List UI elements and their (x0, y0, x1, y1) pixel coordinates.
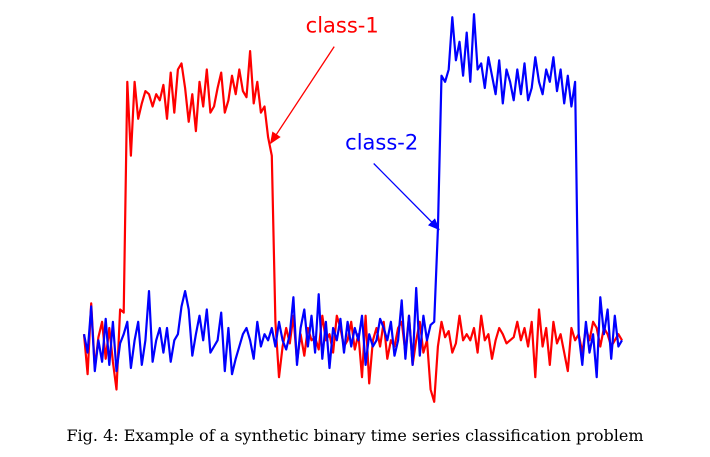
series-line-2 (82, 13, 623, 379)
annotation-label-1: class-1 (306, 14, 379, 38)
figure-caption: Fig. 4: Example of a synthetic binary ti… (66, 426, 644, 445)
annotation-arrow-2 (373, 163, 440, 231)
annotation-layer: class-1 class-2 (269, 14, 440, 231)
annotation-arrow-1 (269, 46, 335, 145)
series-layer (82, 13, 623, 403)
annotation-label-2: class-2 (345, 131, 418, 155)
chart-plot: class-1 class-2 (82, 13, 623, 403)
